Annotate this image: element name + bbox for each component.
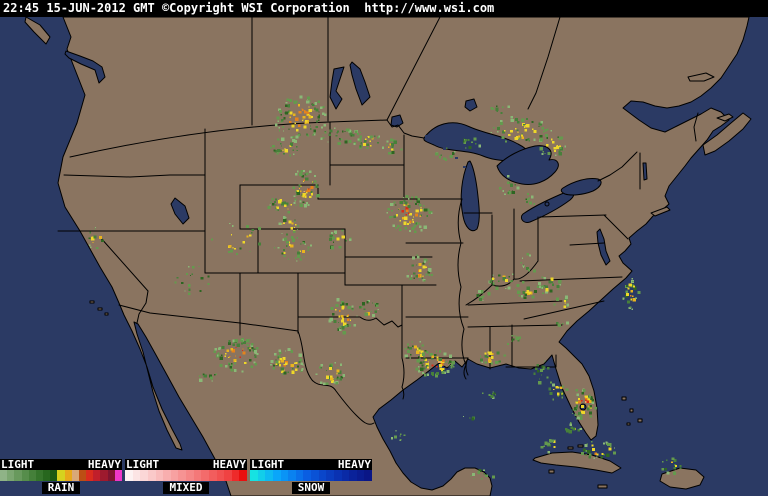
lake-st-clair [544, 201, 550, 207]
radar-map-svg [0, 17, 768, 496]
minnesota-lakes [425, 135, 466, 168]
chesapeake-bay [596, 228, 611, 266]
legend-section-rain: LIGHT HEAVY RAIN [0, 459, 122, 494]
state-border-mason-dixon [569, 242, 605, 246]
radar-echoes-layer [88, 95, 682, 480]
anticosti-island [687, 72, 715, 82]
state-border-ny-nj [603, 214, 629, 240]
vancouver-island [24, 17, 51, 45]
state-border-pa-ny [539, 214, 607, 218]
state-border-ca-nv [99, 236, 149, 292]
legend-snow-light-label: LIGHT [251, 458, 285, 471]
us-canada-border [69, 119, 425, 158]
borders-layer [57, 17, 699, 425]
timestamp-copyright-text: 22:45 15-JUN-2012 GMT ©Copyright WSI Cor… [3, 1, 495, 15]
nova-scotia [702, 112, 752, 156]
lake-erie [520, 190, 575, 223]
legend-mixed-gradient [125, 470, 247, 481]
channel-islands [89, 300, 109, 316]
map-area: LIGHT HEAVY RAIN LIGHT HEAVY MIXED [0, 17, 768, 496]
legend-snow-scale-bar: LIGHT HEAVY [250, 459, 372, 470]
state-border-va-nc [519, 276, 623, 282]
us-mexico-border [118, 304, 375, 425]
state-border-ky-tn [467, 300, 563, 306]
legend-section-mixed: LIGHT HEAVY MIXED [125, 459, 247, 494]
province-border-mb-on [386, 17, 441, 121]
lake-ontario [560, 178, 602, 196]
lake-huron [496, 145, 559, 185]
lake-of-the-woods [390, 114, 404, 128]
hispaniola [659, 467, 705, 490]
legend-rain-scale-bar: LIGHT HEAVY [0, 459, 122, 470]
precip-legend: LIGHT HEAVY RAIN LIGHT HEAVY MIXED [0, 459, 375, 496]
lake-manitoba [329, 66, 345, 110]
isle-of-youth [548, 469, 555, 474]
long-island [650, 206, 671, 217]
legend-snow-gradient [250, 470, 372, 481]
legend-mixed-type-label: MIXED [163, 482, 209, 494]
lake-champlain [642, 162, 648, 181]
legend-mixed-light-label: LIGHT [126, 458, 160, 471]
state-border-fl-ga [505, 354, 557, 368]
bahamas-islands [621, 396, 643, 426]
lake-winnipeg [349, 61, 371, 106]
state-border-ca-az [136, 290, 149, 324]
state-border-tx-la [401, 357, 405, 400]
title-bar: 22:45 15-JUN-2012 GMT ©Copyright WSI Cor… [0, 0, 768, 17]
prince-edward-island [716, 113, 734, 122]
puget-sound [64, 50, 106, 84]
legend-snow-type-label: SNOW [291, 482, 331, 494]
state-border-wa-or [63, 174, 206, 178]
legend-rain-gradient [0, 470, 122, 481]
lake-nipigon [464, 98, 478, 112]
state-border-nc-sc [523, 300, 605, 320]
mississippi-river-border [457, 198, 467, 380]
jamaica [597, 484, 608, 489]
province-border-on-qc [527, 17, 561, 110]
lakes-layer [64, 50, 648, 411]
border-ontario-stlawrence [597, 151, 638, 182]
border-maine-nb [693, 112, 699, 142]
legend-rain-light-label: LIGHT [1, 458, 35, 471]
state-border-la-ms [465, 357, 469, 376]
legend-rain-type-label: RAIN [41, 482, 81, 494]
cuba [532, 451, 622, 474]
state-border-tn-south [467, 324, 563, 328]
legend-mixed-scale-bar: LIGHT HEAVY [125, 459, 247, 470]
legend-snow-heavy-label: HEAVY [337, 458, 371, 471]
florida-keys [567, 444, 584, 450]
state-border-tx-ok-redriver [297, 316, 403, 328]
legend-section-snow: LIGHT HEAVY SNOW [250, 459, 372, 494]
great-salt-lake [170, 197, 190, 225]
legend-mixed-heavy-label: HEAVY [212, 458, 246, 471]
legend-rain-heavy-label: HEAVY [87, 458, 121, 471]
